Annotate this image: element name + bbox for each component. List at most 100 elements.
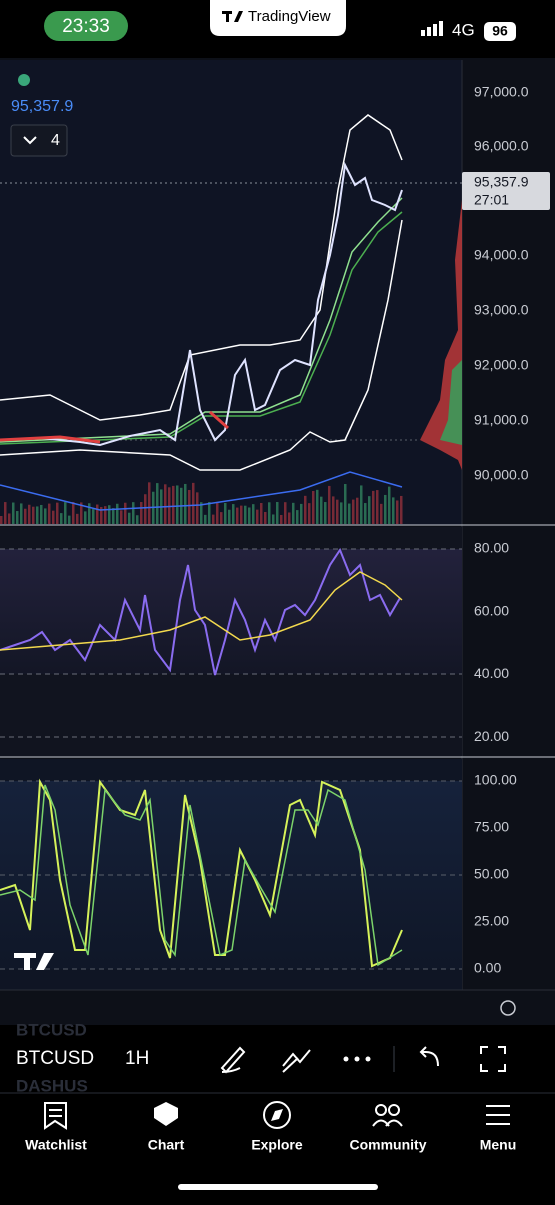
volume-profile — [440, 360, 462, 445]
nav-label[interactable]: Chart — [148, 1137, 185, 1153]
volume-bar — [172, 485, 175, 524]
watchlist-icon[interactable] — [44, 1102, 67, 1130]
price-tick-label: 97,000.0 — [474, 84, 529, 100]
indicators-toggle[interactable] — [10, 124, 68, 157]
explore-needle — [271, 1109, 283, 1121]
volume-bar — [372, 490, 375, 524]
volume-bar — [228, 509, 231, 524]
chevron — [23, 136, 37, 145]
stoch-tick-label: 50.00 — [474, 866, 509, 882]
volume-bar — [52, 510, 55, 524]
volume-bar — [188, 489, 191, 524]
volume-bar — [280, 514, 283, 524]
volume-bar — [348, 503, 351, 524]
volume-bar — [120, 510, 123, 524]
volume-bar — [208, 502, 211, 524]
volume-bar — [292, 502, 295, 524]
volume-bar — [100, 506, 103, 524]
settings-icon[interactable] — [500, 1000, 516, 1016]
stoch-levels — [0, 780, 462, 970]
more-icon[interactable] — [343, 1056, 371, 1062]
volume-bar — [368, 496, 371, 524]
volume-bar — [128, 512, 131, 524]
app-name: TradingView — [248, 8, 331, 25]
volume-bar — [264, 511, 267, 524]
undo-icon[interactable] — [419, 1046, 439, 1067]
price-tick-label: 96,000.0 — [474, 138, 529, 154]
volume-bar — [164, 484, 167, 524]
axes: 97,000.0 96,000.0 94,000.0 93,000.0 92,000.0… — [54, 84, 529, 1015]
volume-bar — [20, 503, 23, 524]
volume-bar — [68, 515, 71, 524]
volume-bar — [216, 502, 219, 524]
volume-bar — [144, 494, 147, 524]
volume-bar — [88, 503, 91, 524]
volume-bar — [32, 506, 35, 524]
draw-icon[interactable] — [220, 1046, 246, 1074]
interval[interactable]: 1H — [125, 1048, 149, 1069]
nav-label[interactable]: Menu — [480, 1137, 517, 1153]
volume-bar — [392, 497, 395, 524]
volume-bar — [320, 496, 323, 524]
volume-bar — [396, 500, 399, 524]
volume-bar — [156, 483, 159, 524]
volume-bar — [356, 497, 359, 524]
community-icon[interactable] — [372, 1104, 403, 1127]
indicators-count: 4 — [51, 132, 60, 149]
battery-level: 96 — [492, 23, 508, 39]
nav-label[interactable]: Explore — [251, 1137, 303, 1153]
volume-bar — [268, 502, 271, 524]
price-candles — [0, 161, 403, 447]
moving-average — [0, 471, 403, 511]
volume-bar — [260, 503, 263, 524]
explore-icon[interactable] — [263, 1101, 291, 1129]
volume-bar — [248, 507, 251, 524]
volume-bar — [212, 514, 215, 524]
volume-bar — [388, 486, 391, 524]
volume-bar — [124, 502, 127, 524]
volume-bar — [176, 485, 179, 524]
volume-bar — [332, 496, 335, 524]
volume-bar — [312, 490, 315, 524]
nav-label[interactable]: Watchlist — [25, 1137, 87, 1153]
volume-bar — [12, 502, 15, 524]
volume-bar — [376, 490, 379, 524]
price-tick-label: 94,000.0 — [474, 247, 529, 263]
time-axis — [0, 990, 555, 1025]
status-time: 23:33 — [62, 16, 110, 37]
symbol[interactable]: BTCUSD — [16, 1048, 94, 1069]
volume-bar — [136, 515, 139, 524]
volume-bar — [48, 503, 51, 524]
volume-bar — [240, 505, 243, 524]
volume-bar — [300, 503, 303, 524]
volume-bar — [316, 489, 319, 524]
volume-bar — [224, 502, 227, 524]
volume-bar — [308, 503, 311, 524]
volume-bar — [76, 513, 79, 524]
fullscreen-icon[interactable] — [480, 1046, 506, 1072]
trend-down — [0, 435, 101, 444]
time-pill — [44, 11, 128, 41]
volume-bar — [256, 509, 259, 524]
volume-bar — [56, 502, 59, 524]
rsi-band — [0, 549, 462, 674]
volume-bar — [148, 482, 151, 524]
volume-bar — [296, 510, 299, 524]
chart-icon[interactable] — [154, 1102, 178, 1126]
volume-bar — [200, 502, 203, 524]
volume-bar — [236, 507, 239, 524]
nav-label[interactable]: Community — [350, 1137, 427, 1153]
volume-bar — [140, 502, 143, 524]
price-pane — [0, 60, 462, 525]
menu-icon[interactable] — [486, 1105, 510, 1125]
countdown: 27:01 — [474, 192, 509, 208]
rsi-tick-label: 40.00 — [474, 665, 509, 681]
trend-icon[interactable] — [282, 1049, 311, 1073]
watermark — [14, 953, 54, 970]
price-tick-label: 93,000.0 — [474, 302, 529, 318]
volume-bar — [304, 495, 307, 524]
volume-bar — [108, 505, 111, 524]
price-tick-label: 91,000.0 — [474, 412, 529, 428]
volume-bar — [288, 512, 291, 524]
